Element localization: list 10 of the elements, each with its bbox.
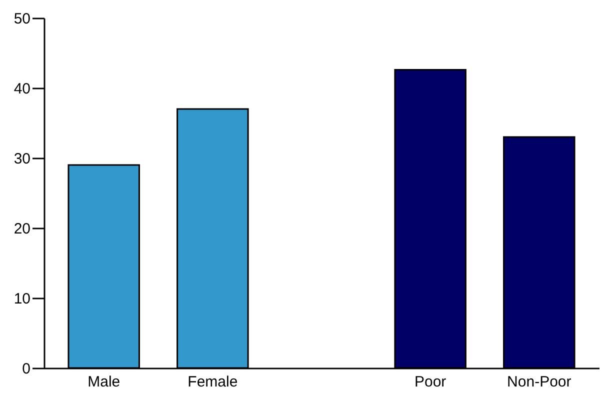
x-tick-label: Non-Poor — [507, 374, 572, 390]
x-tick-label: Male — [88, 374, 120, 390]
y-tick-label: 20 — [14, 220, 30, 238]
y-tick-label: 40 — [14, 80, 30, 98]
y-tick-label: 50 — [14, 10, 30, 28]
y-tick-label: 0 — [22, 360, 30, 378]
x-tick-label: Poor — [414, 374, 446, 390]
y-tick-label: 10 — [14, 290, 30, 308]
y-tick-label: 30 — [14, 150, 30, 168]
x-tick-label: Female — [188, 374, 238, 390]
